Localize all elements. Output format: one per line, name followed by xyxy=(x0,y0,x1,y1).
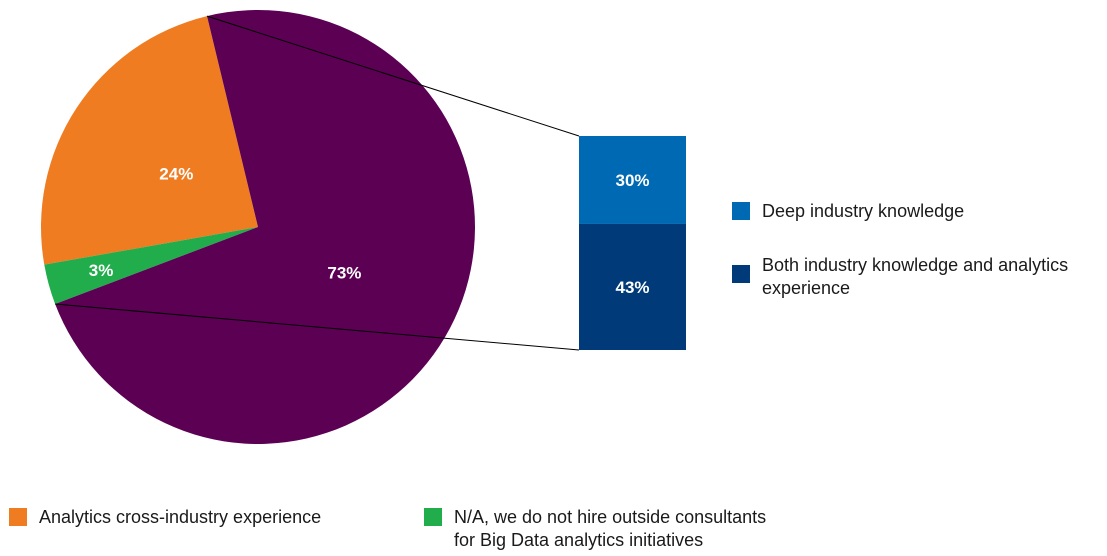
bar-segment-both-industry-knowledge-and-analytics-experience xyxy=(579,223,686,350)
legend-label-na-line1: N/A, we do not hire outside consultants xyxy=(454,507,767,527)
legend-label-na: N/A, we do not hire outside consultants … xyxy=(454,506,766,552)
legend-item-deep-industry-knowledge: Deep industry knowledge xyxy=(732,200,964,223)
legend-label-na-line2: for Big Data analytics initiatives xyxy=(454,530,704,550)
pie-slice-n-a-we-do-not-hire-outside-consultants-for-big-data-analytics-initiatives xyxy=(44,227,258,305)
legend-item-analytics-cross-industry: Analytics cross-industry experience xyxy=(9,506,321,529)
orange-square-icon xyxy=(9,508,27,526)
legend-label-deep-industry-knowledge: Deep industry knowledge xyxy=(762,201,965,221)
connector-line-top xyxy=(206,15,580,137)
legend-label-analytics-cross-industry: Analytics cross-industry experience xyxy=(39,507,322,527)
pie-group xyxy=(40,10,475,445)
legend-label-both-line1: Both industry knowledge and analytics xyxy=(762,255,1069,275)
bar-segment-deep-industry-knowledge xyxy=(579,136,686,224)
navy-square-icon xyxy=(732,265,750,283)
bar-label-43: 43% xyxy=(615,278,649,297)
pie-slice-analytics-cross-industry-experience xyxy=(40,16,258,265)
pie-label-3: 3% xyxy=(89,261,114,280)
connector-line-bottom xyxy=(55,303,580,351)
breakdown-bar-group xyxy=(55,15,686,351)
green-square-icon xyxy=(424,508,442,526)
pie-label-73: 73% xyxy=(327,264,361,283)
legend-item-na: N/A, we do not hire outside consultants … xyxy=(424,506,766,552)
bar-label-30: 30% xyxy=(615,171,649,190)
data-label-group: 24% 3% 73% 30% 43% xyxy=(89,165,650,298)
pie-slice-remaining xyxy=(55,10,475,445)
legend-item-both: Both industry knowledge and analytics ex… xyxy=(732,254,1068,300)
legend-label-both: Both industry knowledge and analytics ex… xyxy=(762,254,1068,300)
legend-label-both-line2: experience xyxy=(762,278,851,298)
blue-square-icon xyxy=(732,202,750,220)
pie-label-24: 24% xyxy=(159,165,193,184)
